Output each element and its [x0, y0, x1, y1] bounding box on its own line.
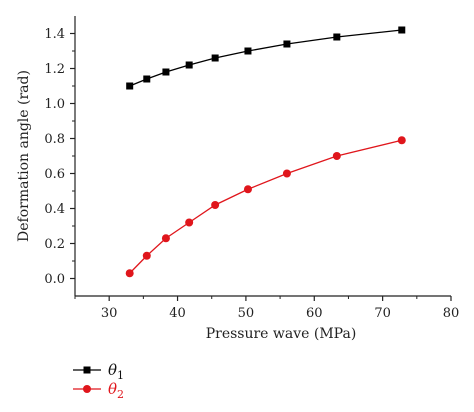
x-tick-label: 30	[101, 306, 118, 321]
x-tick-label: 80	[443, 306, 460, 321]
legend-item-1: θ1	[73, 361, 124, 382]
data-point	[243, 185, 252, 194]
legend-item-2: θ2	[73, 380, 124, 401]
axes	[74, 16, 451, 297]
x-tick-label: 70	[374, 306, 391, 321]
y-tick-label: 0.4	[44, 202, 65, 217]
legend-marker	[83, 366, 91, 374]
x-tick-label: 50	[238, 306, 255, 321]
data-point	[244, 47, 252, 55]
data-point	[126, 82, 134, 90]
data-point	[397, 136, 406, 145]
x-axis-ticks: 30 40 50 60 70 80	[74, 296, 460, 321]
data-point	[125, 269, 134, 278]
y-tick-label: 0.8	[44, 132, 65, 147]
series-line	[129, 29, 402, 87]
data-point	[398, 26, 406, 34]
data-point	[282, 169, 291, 178]
data-point	[211, 54, 219, 62]
series-1	[126, 26, 406, 90]
y-tick-label: 1.2	[44, 62, 65, 77]
data-point	[211, 201, 220, 209]
y-tick-label: 1.0	[44, 97, 65, 112]
legend-marker	[83, 385, 91, 393]
y-axis-label: Deformation angle (rad)	[16, 70, 32, 242]
data-point	[162, 68, 170, 76]
data-point	[143, 75, 151, 83]
y-tick-label: 1.4	[44, 27, 65, 42]
series-layer	[125, 26, 406, 278]
data-point	[332, 152, 341, 160]
legend-label: θ1	[108, 361, 124, 382]
data-point	[333, 33, 341, 41]
x-tick-label: 40	[169, 306, 186, 321]
x-axis-label: Pressure wave (MPa)	[206, 326, 357, 342]
data-point	[142, 251, 151, 260]
y-tick-label: 0.6	[44, 167, 65, 182]
x-tick-label: 60	[306, 306, 323, 321]
legend-label: θ2	[108, 380, 124, 401]
y-tick-label: 0.0	[44, 272, 65, 287]
data-point	[161, 234, 170, 243]
series-2	[125, 136, 406, 278]
data-point	[283, 40, 291, 48]
y-tick-label: 0.2	[44, 237, 65, 252]
series-line	[129, 139, 402, 274]
data-point	[185, 218, 194, 227]
y-axis-ticks: 0.0 0.2 0.4 0.6 0.8 1.0 1.2 1.4	[44, 27, 75, 287]
data-point	[185, 61, 193, 69]
